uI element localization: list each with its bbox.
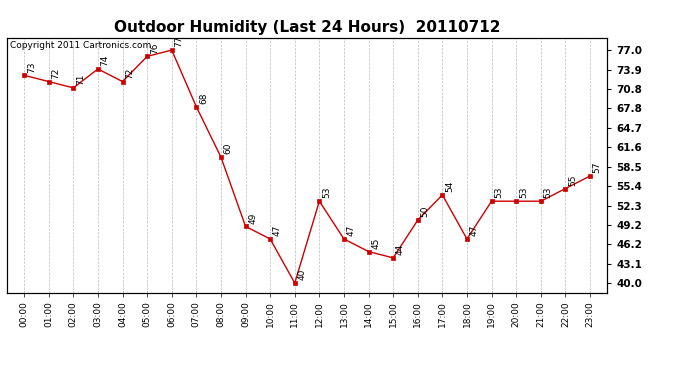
Text: 54: 54 bbox=[445, 181, 454, 192]
Text: 72: 72 bbox=[126, 68, 135, 79]
Text: 76: 76 bbox=[150, 42, 159, 54]
Text: 77: 77 bbox=[175, 36, 184, 47]
Text: 44: 44 bbox=[396, 244, 405, 255]
Text: 53: 53 bbox=[322, 187, 331, 198]
Text: 45: 45 bbox=[371, 237, 380, 249]
Text: 72: 72 bbox=[52, 68, 61, 79]
Text: 53: 53 bbox=[494, 187, 503, 198]
Text: 49: 49 bbox=[248, 212, 257, 223]
Text: 71: 71 bbox=[76, 74, 85, 85]
Text: 60: 60 bbox=[224, 143, 233, 154]
Text: 57: 57 bbox=[593, 162, 602, 173]
Text: 47: 47 bbox=[470, 225, 479, 236]
Text: 68: 68 bbox=[199, 93, 208, 104]
Text: 47: 47 bbox=[347, 225, 356, 236]
Text: 73: 73 bbox=[27, 61, 36, 72]
Text: 47: 47 bbox=[273, 225, 282, 236]
Title: Outdoor Humidity (Last 24 Hours)  20110712: Outdoor Humidity (Last 24 Hours) 2011071… bbox=[114, 20, 500, 35]
Text: 50: 50 bbox=[420, 206, 430, 218]
Text: 74: 74 bbox=[101, 55, 110, 66]
Text: 53: 53 bbox=[544, 187, 553, 198]
Text: Copyright 2011 Cartronics.com: Copyright 2011 Cartronics.com bbox=[10, 41, 151, 50]
Text: 40: 40 bbox=[297, 269, 306, 280]
Text: 55: 55 bbox=[568, 174, 577, 186]
Text: 53: 53 bbox=[519, 187, 528, 198]
